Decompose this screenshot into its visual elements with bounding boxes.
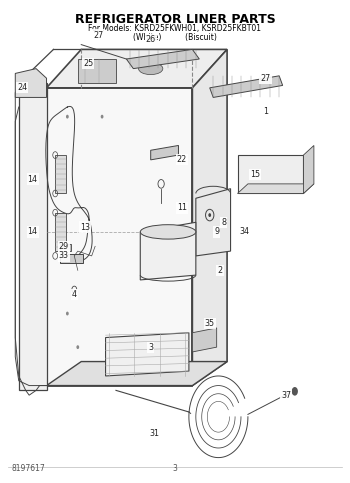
Polygon shape bbox=[47, 49, 227, 88]
Text: 2: 2 bbox=[218, 266, 223, 275]
Polygon shape bbox=[47, 88, 193, 385]
Circle shape bbox=[292, 387, 298, 396]
Text: 4: 4 bbox=[72, 290, 77, 299]
Text: 13: 13 bbox=[80, 223, 90, 231]
Text: 14: 14 bbox=[28, 174, 38, 184]
Polygon shape bbox=[140, 222, 196, 280]
Text: 22: 22 bbox=[177, 156, 187, 164]
Polygon shape bbox=[61, 244, 71, 251]
Ellipse shape bbox=[139, 63, 163, 74]
Polygon shape bbox=[55, 213, 66, 251]
Text: For Models: KSRD25FKWH01, KSRD25FKBT01: For Models: KSRD25FKWH01, KSRD25FKBT01 bbox=[89, 25, 261, 33]
Polygon shape bbox=[193, 49, 227, 385]
Polygon shape bbox=[47, 362, 227, 385]
Text: 11: 11 bbox=[177, 203, 187, 213]
Text: 3: 3 bbox=[148, 342, 153, 352]
Circle shape bbox=[66, 312, 69, 315]
Text: 14: 14 bbox=[28, 227, 38, 236]
Polygon shape bbox=[61, 254, 83, 263]
Polygon shape bbox=[151, 145, 178, 160]
Polygon shape bbox=[15, 69, 47, 98]
Text: 35: 35 bbox=[205, 319, 215, 327]
Text: 27: 27 bbox=[260, 74, 271, 83]
Text: REFRIGERATOR LINER PARTS: REFRIGERATOR LINER PARTS bbox=[75, 14, 275, 27]
Text: 8: 8 bbox=[221, 218, 226, 227]
Text: 1: 1 bbox=[263, 107, 268, 116]
Text: 33: 33 bbox=[59, 252, 69, 260]
Polygon shape bbox=[193, 328, 217, 352]
Polygon shape bbox=[303, 145, 314, 194]
Polygon shape bbox=[55, 155, 66, 194]
Polygon shape bbox=[238, 155, 303, 194]
Polygon shape bbox=[19, 83, 47, 390]
Ellipse shape bbox=[140, 225, 196, 239]
Polygon shape bbox=[210, 76, 283, 98]
Circle shape bbox=[208, 213, 211, 217]
Text: 25: 25 bbox=[83, 59, 93, 68]
Circle shape bbox=[101, 115, 104, 118]
Polygon shape bbox=[238, 184, 314, 194]
Text: 8197617: 8197617 bbox=[12, 464, 46, 473]
Text: 26: 26 bbox=[146, 35, 156, 44]
Circle shape bbox=[76, 345, 79, 349]
Text: 31: 31 bbox=[149, 429, 159, 438]
Polygon shape bbox=[106, 333, 189, 376]
Text: 3: 3 bbox=[173, 464, 177, 473]
Polygon shape bbox=[126, 49, 199, 69]
Text: 9: 9 bbox=[214, 227, 219, 236]
Text: 15: 15 bbox=[250, 170, 260, 179]
Text: 27: 27 bbox=[93, 30, 104, 40]
Polygon shape bbox=[196, 189, 231, 256]
Text: (White)          (Biscuit): (White) (Biscuit) bbox=[133, 33, 217, 42]
Text: 34: 34 bbox=[239, 227, 250, 236]
Polygon shape bbox=[78, 59, 116, 83]
Circle shape bbox=[66, 115, 69, 118]
Text: 29: 29 bbox=[59, 242, 69, 251]
Text: 24: 24 bbox=[17, 84, 27, 92]
Text: 37: 37 bbox=[281, 391, 291, 399]
